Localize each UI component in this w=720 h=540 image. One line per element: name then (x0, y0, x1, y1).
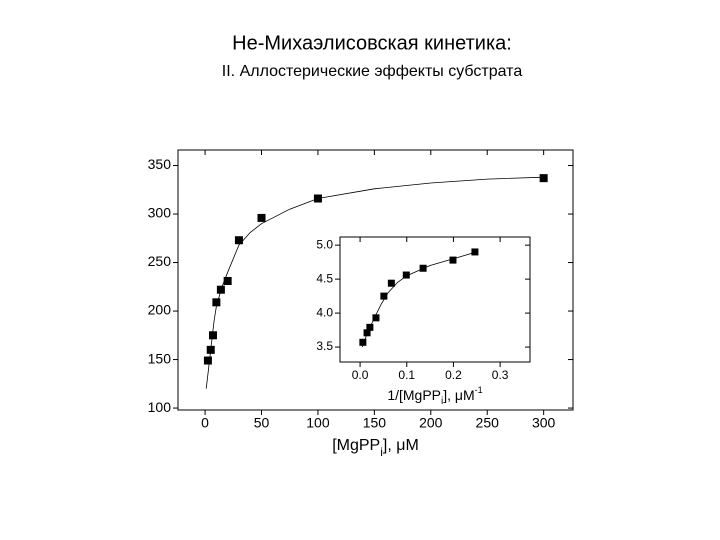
x-axis-label-sub: i (380, 445, 383, 459)
x-tick-label: 250 (476, 415, 500, 431)
data-point (359, 338, 367, 346)
x-axis-label: [MgPPi], μM (332, 437, 419, 459)
x-tick-label: 0.3 (492, 368, 509, 382)
x-axis-label: 1/[MgPPi], μM-1 (387, 385, 482, 407)
y-tick-label: 250 (148, 253, 172, 269)
x-tick-label: 0 (201, 415, 209, 431)
data-point (380, 292, 388, 300)
data-point (449, 256, 457, 264)
data-point (216, 285, 225, 294)
x-axis-label-sup: -1 (475, 385, 483, 395)
data-point (223, 276, 232, 285)
x-axis-label-end: ], μM (443, 387, 474, 403)
x-tick-label: 50 (254, 415, 270, 431)
data-point (313, 194, 322, 203)
data-point (366, 323, 374, 331)
y-tick-label: 3.5 (316, 339, 333, 353)
data-point (257, 213, 266, 222)
data-point (387, 279, 395, 287)
y-tick-label: 200 (148, 302, 172, 318)
data-point (471, 248, 479, 256)
x-tick-label: 0.1 (398, 368, 415, 382)
x-tick-label: 0.2 (445, 368, 462, 382)
x-axis-label-main: 1/[MgPP (387, 387, 441, 403)
data-point (539, 174, 548, 183)
data-point (234, 236, 243, 245)
slide-title: Не-Михаэлисовская кинетика: (232, 32, 512, 54)
x-axis-label-end: ], μM (383, 437, 419, 454)
x-tick-label: 100 (306, 415, 330, 431)
y-tick-label: 5.0 (316, 237, 333, 251)
data-point (372, 314, 380, 322)
y-tick-label: 150 (148, 350, 172, 366)
slide-subtitle: II. Аллостерические эффекты субстрата (222, 63, 523, 80)
y-tick-label: 300 (148, 205, 172, 221)
y-tick-label: 350 (148, 156, 172, 172)
x-axis-label-sub: i (441, 396, 443, 407)
x-tick-label: 0.0 (352, 368, 369, 382)
data-point (419, 264, 427, 272)
y-tick-label: 4.0 (316, 305, 333, 319)
x-tick-label: 200 (419, 415, 443, 431)
plot-area (339, 236, 531, 363)
data-point (212, 298, 221, 307)
data-point (208, 331, 217, 340)
data-point (206, 345, 215, 354)
y-tick-label: 4.5 (316, 271, 333, 285)
data-point (203, 356, 212, 365)
x-tick-label: 300 (532, 415, 556, 431)
data-point (402, 271, 410, 279)
x-axis-label-main: [MgPP (332, 437, 380, 454)
x-tick-label: 150 (363, 415, 387, 431)
y-tick-label: 100 (148, 399, 172, 415)
data-point (363, 329, 371, 337)
